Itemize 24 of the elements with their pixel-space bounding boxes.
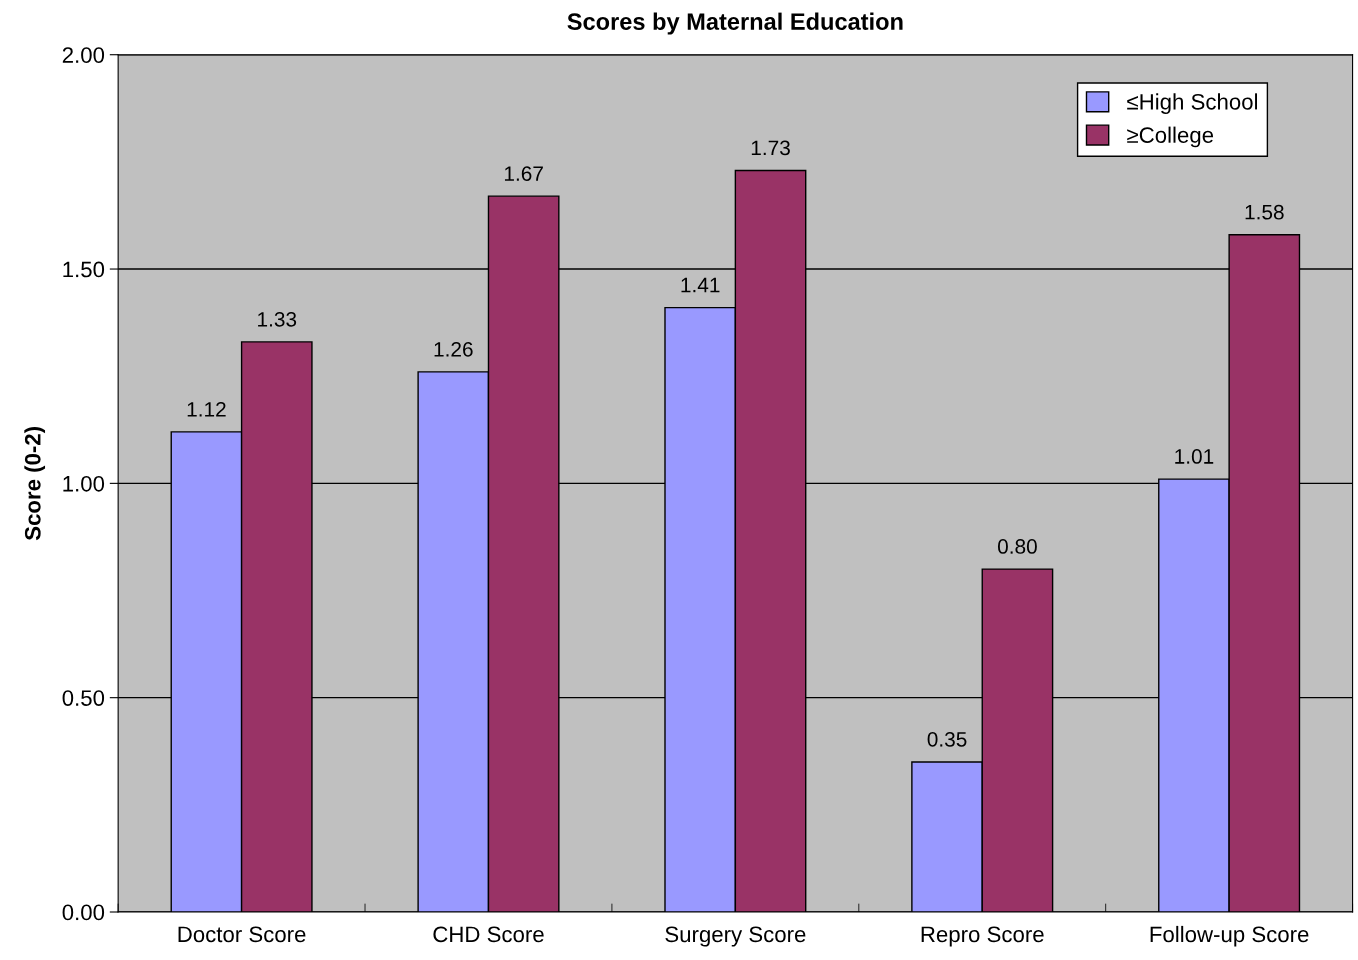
y-tick-label: 2.00 (62, 47, 105, 63)
legend-label: ≥College (1127, 126, 1214, 148)
data-label: 1.67 (504, 166, 543, 181)
x-tick-label: Repro Score (921, 926, 1044, 947)
data-label: 0.80 (997, 539, 1037, 554)
chart-title: Scores by Maternal Education (567, 12, 903, 35)
y-tick-label: 0.00 (62, 904, 105, 921)
legend-label: ≤High School (1127, 93, 1258, 115)
data-label: 1.26 (434, 341, 473, 357)
x-tick-label: Follow-up Score (1150, 925, 1309, 947)
data-label: 1.01 (1175, 449, 1214, 464)
data-label: 1.33 (258, 311, 297, 327)
x-tick-label: CHD Score (433, 926, 544, 943)
data-label: 1.12 (187, 401, 226, 417)
data-label: 1.41 (681, 277, 720, 293)
y-tick-label: 1.00 (63, 475, 105, 492)
y-tick-label: 1.50 (63, 261, 105, 278)
data-label: 1.73 (751, 140, 790, 156)
y-axis-title: Score (0-2) (24, 427, 46, 541)
x-tick-label: Surgery Score (665, 926, 806, 947)
data-label: 0.35 (927, 731, 967, 747)
x-tick-label: Doctor Score (178, 926, 306, 943)
y-tick-label: 0.50 (62, 690, 105, 706)
data-label: 1.58 (1245, 204, 1284, 220)
